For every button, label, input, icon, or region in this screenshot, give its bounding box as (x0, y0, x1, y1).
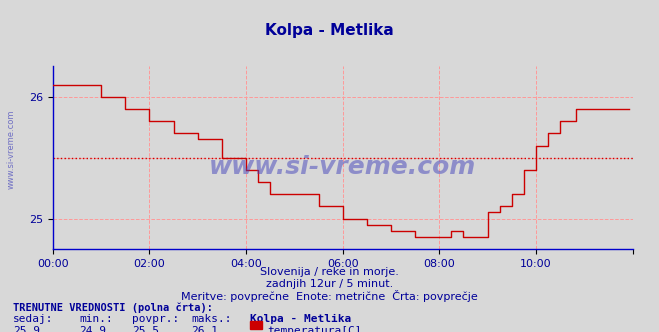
Text: min.:: min.: (79, 314, 113, 324)
Text: zadnjih 12ur / 5 minut.: zadnjih 12ur / 5 minut. (266, 279, 393, 289)
Text: temperatura[C]: temperatura[C] (267, 326, 361, 332)
Text: Kolpa - Metlika: Kolpa - Metlika (265, 23, 394, 38)
Text: Kolpa - Metlika: Kolpa - Metlika (250, 314, 352, 324)
Text: 24,9: 24,9 (79, 326, 106, 332)
Text: www.si-vreme.com: www.si-vreme.com (7, 110, 16, 189)
Text: www.si-vreme.com: www.si-vreme.com (209, 155, 476, 179)
Text: maks.:: maks.: (191, 314, 231, 324)
Text: sedaj:: sedaj: (13, 314, 53, 324)
Text: 26,1: 26,1 (191, 326, 218, 332)
Text: povpr.:: povpr.: (132, 314, 179, 324)
Text: 25,9: 25,9 (13, 326, 40, 332)
Text: 25,5: 25,5 (132, 326, 159, 332)
Text: TRENUTNE VREDNOSTI (polna črta):: TRENUTNE VREDNOSTI (polna črta): (13, 302, 213, 313)
Text: Slovenija / reke in morje.: Slovenija / reke in morje. (260, 267, 399, 277)
Text: Meritve: povprečne  Enote: metrične  Črta: povprečje: Meritve: povprečne Enote: metrične Črta:… (181, 290, 478, 302)
